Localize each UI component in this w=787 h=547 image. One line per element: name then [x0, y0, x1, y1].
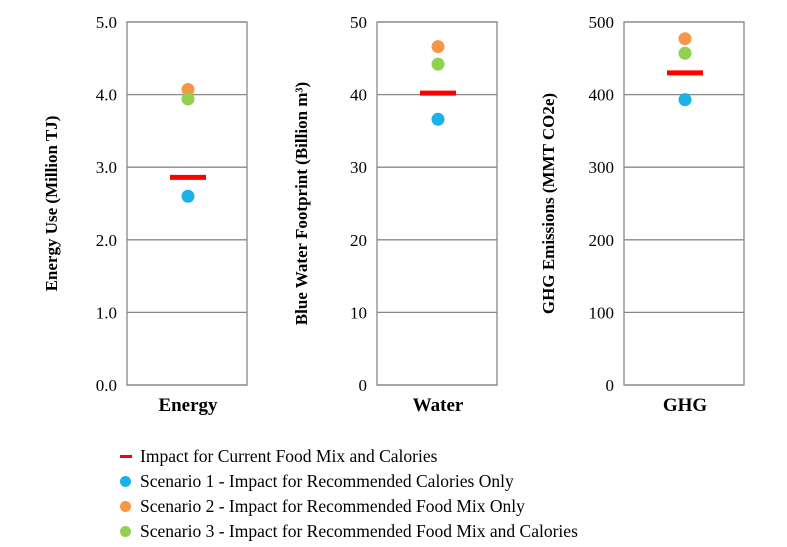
scenario-2-point: [678, 32, 692, 46]
y-tick-label: 30: [350, 158, 367, 177]
y-axis-label: Blue Water Footprint (Billion m³): [292, 82, 311, 325]
red-dash-icon: [120, 455, 132, 458]
scenario-2-point: [431, 40, 445, 54]
legend-label: Scenario 1 - Impact for Recommended Calo…: [140, 471, 514, 491]
y-tick-label: 500: [589, 13, 615, 32]
y-tick-label: 0.0: [96, 376, 117, 395]
legend-item-current: Impact for Current Food Mix and Calories: [118, 444, 578, 469]
scenario-1-point: [431, 112, 445, 126]
y-tick-label: 4.0: [96, 86, 117, 105]
y-tick-label: 300: [589, 158, 615, 177]
y-tick-label: 50: [350, 13, 367, 32]
plot-frame: [623, 21, 745, 386]
scenario-1-point: [678, 93, 692, 107]
legend-label: Scenario 3 - Impact for Recommended Food…: [140, 521, 578, 541]
green-dot-icon: [120, 526, 131, 537]
plot-frame: [126, 21, 248, 386]
y-tick-label: 10: [350, 303, 367, 322]
orange-dot-icon: [120, 501, 131, 512]
y-tick-label: 100: [589, 303, 615, 322]
y-axis-label: Energy Use (Million TJ): [42, 116, 61, 292]
scenario-3-point: [181, 92, 195, 106]
scenario-2-point: [181, 83, 195, 97]
chart-figure: 0.0 1.0 2.0 3.0 4.0 5.0 Energy Use (Million TJ…: [42, 13, 745, 416]
legend-label: Scenario 2 - Impact for Recommended Food…: [140, 496, 525, 516]
y-tick-label: 40: [350, 86, 367, 105]
legend-label: Impact for Current Food Mix and Calories: [140, 446, 438, 466]
x-category-label: Energy: [158, 395, 218, 416]
y-tick-label: 5.0: [96, 13, 117, 32]
blue-dot-icon: [120, 476, 131, 487]
plot-frame: [376, 21, 498, 386]
y-tick-label: 200: [589, 231, 615, 250]
x-category-label: Water: [413, 395, 464, 416]
legend-item-scenario-1: Scenario 1 - Impact for Recommended Calo…: [118, 469, 578, 494]
y-tick-label: 1.0: [96, 303, 117, 322]
scenario-3-point: [678, 46, 692, 60]
y-tick-label: 3.0: [96, 158, 117, 177]
y-tick-label: 0: [359, 376, 368, 395]
scenario-1-point: [181, 189, 195, 203]
y-tick-label: 2.0: [96, 231, 117, 250]
y-tick-label: 400: [589, 86, 615, 105]
x-category-label: GHG: [663, 395, 708, 416]
y-tick-label: 0: [606, 376, 615, 395]
y-tick-label: 20: [350, 231, 367, 250]
legend-item-scenario-2: Scenario 2 - Impact for Recommended Food…: [118, 494, 578, 519]
scenario-3-point: [431, 57, 445, 71]
legend: Impact for Current Food Mix and Calories…: [118, 444, 578, 544]
y-axis-label: GHG Emissions (MMT CO2e): [539, 93, 558, 314]
legend-item-scenario-3: Scenario 3 - Impact for Recommended Food…: [118, 519, 578, 544]
